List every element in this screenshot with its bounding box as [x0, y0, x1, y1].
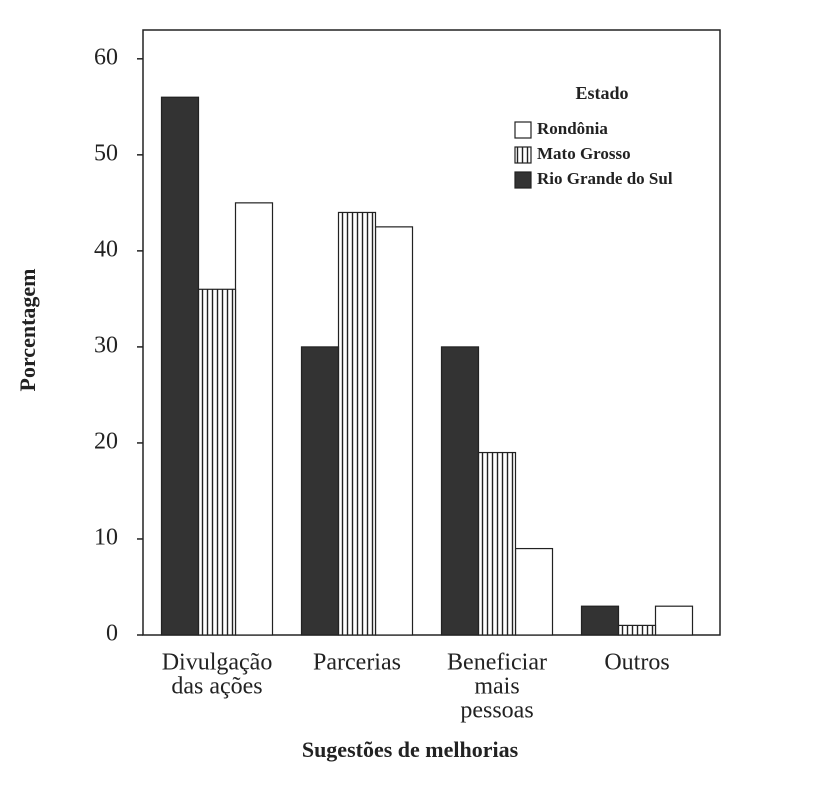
legend-swatch — [514, 146, 532, 164]
x-tick-label: Outros — [604, 650, 669, 676]
x-tick-label: Parcerias — [313, 650, 401, 676]
bar — [160, 96, 200, 636]
bar — [477, 451, 517, 636]
x-tick-label: Divulgação — [162, 650, 273, 676]
y-tick-label: 40 — [94, 236, 118, 262]
bar — [617, 624, 657, 636]
legend-title: Estado — [575, 83, 628, 103]
bar — [654, 605, 694, 636]
bar — [514, 547, 554, 636]
legend-label: Rio Grande do Sul — [537, 169, 673, 188]
bar — [580, 605, 620, 636]
y-tick-label: 0 — [106, 621, 118, 647]
bar — [374, 226, 414, 636]
legend-swatch — [514, 171, 532, 189]
legend-label: Mato Grosso — [537, 144, 631, 163]
x-tick-label: das ações — [171, 674, 262, 700]
y-tick-label: 20 — [94, 428, 118, 454]
legend-swatch — [514, 121, 532, 139]
y-tick-label: 50 — [94, 140, 118, 166]
bar — [300, 346, 340, 636]
x-axis-title: Sugestões de melhorias — [302, 737, 519, 762]
plot-frame — [142, 29, 721, 636]
y-tick-label: 10 — [94, 524, 118, 550]
x-tick-label: pessoas — [460, 698, 533, 724]
y-axis-title: Porcentagem — [15, 269, 40, 392]
x-tick-label: mais — [474, 674, 519, 700]
y-tick-label: 60 — [94, 44, 118, 70]
y-tick-label: 30 — [94, 332, 118, 358]
bar — [440, 346, 480, 636]
bar — [337, 211, 377, 636]
x-tick-label: Beneficiar — [447, 650, 547, 676]
bar — [234, 202, 274, 636]
bar — [197, 288, 237, 636]
legend-label: Rondônia — [537, 119, 608, 138]
